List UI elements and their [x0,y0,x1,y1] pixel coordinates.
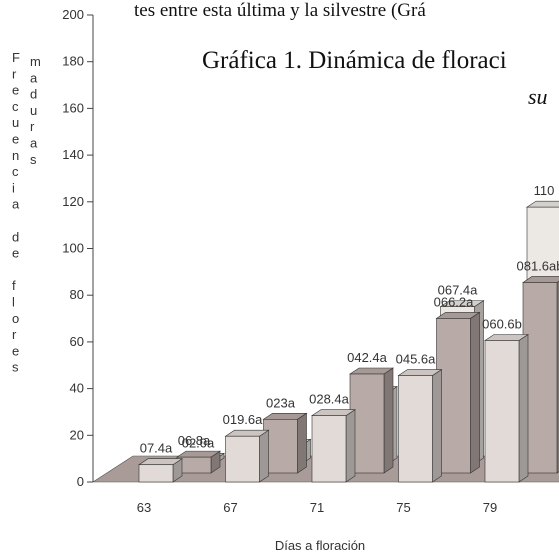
x-tick-label: 71 [310,500,324,515]
data-label: 110 [534,183,555,198]
bar [484,340,520,483]
x-tick-label: 75 [396,500,410,515]
data-label: 02.0a [182,435,215,450]
x-tick-label: 63 [137,500,151,515]
data-label: 067.4a [438,283,479,298]
bar-side [518,333,529,483]
data-label: 019.6a [223,412,264,427]
bar-top [526,200,559,208]
x-tick-label: 67 [223,500,237,515]
bar [311,415,347,483]
bar [436,318,471,474]
y-tick-label: 180 [62,54,84,69]
bar [263,418,298,474]
data-label: 07.4a [140,441,173,456]
bar [398,375,433,483]
y-tick-label: 160 [62,100,84,115]
y-tick-label: 120 [62,194,84,209]
data-label: 060.6b [482,316,522,331]
y-tick-label: 0 [77,474,84,489]
data-label: 045.6a [396,352,437,367]
chart-subtitle: su [528,84,548,109]
bar [522,282,558,474]
chart-title: Gráfica 1. Dinámica de floraci [202,47,507,74]
y-tick-label: 140 [62,147,84,162]
data-label: 042.4a [347,350,388,365]
y-tick-label: 20 [70,427,84,442]
bar-side [297,412,307,474]
y-tick-label: 80 [70,287,84,302]
bar-side [470,311,480,474]
bar [349,373,385,474]
bar-side [345,409,356,483]
header-text: tes entre esta última y la silvestre (Gr… [134,0,426,21]
bar-side [383,367,394,474]
y-tick-label: 40 [70,381,84,396]
bar-side [432,368,442,483]
data-label: 06.8a [178,433,211,448]
x-tick-label: 79 [483,500,497,515]
bar-side [259,429,269,483]
bar [138,464,174,483]
y-tick-label: 60 [70,334,84,349]
data-label: 066.2a [434,294,475,309]
data-label: 081.6ab [517,258,559,273]
y-tick-label: 100 [62,241,84,256]
bar [225,435,260,483]
x-axis-label: Días a floración [275,538,365,553]
y-tick-label: 200 [62,7,84,22]
data-label: 028.4a [309,392,350,407]
data-label: 023a [266,395,296,410]
